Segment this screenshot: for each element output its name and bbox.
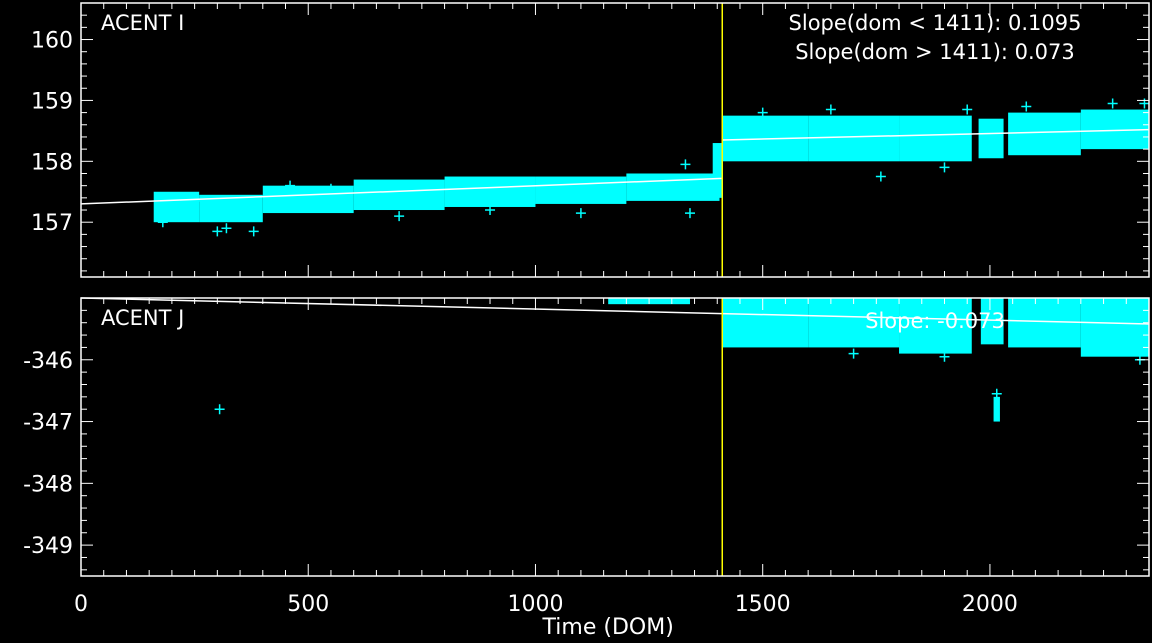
data-band-2-3 [808, 298, 900, 348]
data-band-1-13 [1008, 112, 1081, 156]
data-point-1-16 [939, 162, 950, 173]
data-band-1-5 [444, 176, 536, 207]
x-tick-label-4: 1500 [735, 592, 791, 617]
data-point-1-13 [757, 107, 768, 118]
fit-line-2-1 [80, 297, 1150, 325]
slope-annotation-1-1: Slope(dom < 1411): 0.1095 [789, 11, 1082, 35]
data-point-1-5 [248, 226, 259, 237]
x-tick-label-2: 500 [287, 592, 329, 617]
data-band-1-10 [808, 115, 900, 162]
data-point-1-10 [575, 208, 586, 219]
data-point-1-17 [962, 104, 973, 115]
data-band-1-8 [712, 143, 723, 198]
data-point-2-4 [939, 351, 950, 362]
data-band-1-3 [262, 185, 354, 214]
data-band-2-8 [993, 396, 1000, 422]
y-tick-label-2-2: -347 [23, 411, 73, 436]
data-point-2-1 [214, 404, 225, 415]
panel-label-1: ACENT I [101, 11, 184, 35]
data-band-1-7 [626, 173, 720, 201]
data-point-1-2 [189, 195, 200, 206]
data-band-2-4 [899, 298, 972, 354]
slope-annotation-2-1: Slope: -0.073 [865, 309, 1005, 333]
x-tick-label-1: 0 [74, 592, 88, 617]
data-point-1-1 [157, 217, 168, 228]
data-band-1-4 [353, 179, 445, 211]
data-point-1-3 [212, 226, 223, 237]
x-axis-label: Time (DOM) [542, 615, 674, 638]
data-band-1-6 [535, 176, 627, 204]
data-point-2-2 [991, 388, 1002, 399]
data-point-1-8 [394, 211, 405, 222]
fit-line-1-1 [80, 177, 723, 205]
plot-frame-1 [80, 2, 1150, 278]
y-tick-label-2-1: -346 [23, 349, 73, 374]
data-band-2-2 [722, 298, 809, 348]
data-band-1-1 [153, 191, 200, 223]
slope-annotation-1-2: Slope(dom > 1411): 0.073 [795, 40, 1075, 64]
y-tick-label-1-2: 158 [31, 150, 73, 175]
x-tick-label-3: 1000 [507, 592, 563, 617]
data-band-2-7 [1080, 298, 1149, 357]
fit-line-1-2 [722, 128, 1150, 141]
panel-label-2: ACENT J [101, 306, 184, 330]
data-point-1-15 [875, 171, 886, 182]
y-tick-label-1-1: 157 [31, 211, 73, 236]
data-band-1-12 [978, 118, 1004, 159]
y-tick-label-2-3: -348 [23, 472, 73, 497]
x-tick-label-5: 2000 [962, 592, 1018, 617]
data-point-1-7 [325, 183, 336, 194]
data-point-1-12 [684, 208, 695, 219]
y-tick-label-1-3: 159 [31, 89, 73, 114]
data-point-1-11 [680, 159, 691, 170]
data-point-1-6 [285, 180, 296, 191]
data-point-1-9 [485, 205, 496, 216]
data-point-1-18 [1021, 101, 1032, 112]
data-point-1-14 [825, 104, 836, 115]
data-band-1-11 [899, 115, 972, 162]
data-band-2-5 [980, 298, 1004, 345]
y-tick-label-2-4: -349 [23, 534, 73, 559]
plot-frame-2 [80, 297, 1150, 577]
y-tick-label-1-4: 160 [31, 29, 73, 54]
data-point-2-3 [848, 348, 859, 359]
data-point-1-4 [221, 223, 232, 234]
data-point-1-19 [1107, 98, 1118, 109]
